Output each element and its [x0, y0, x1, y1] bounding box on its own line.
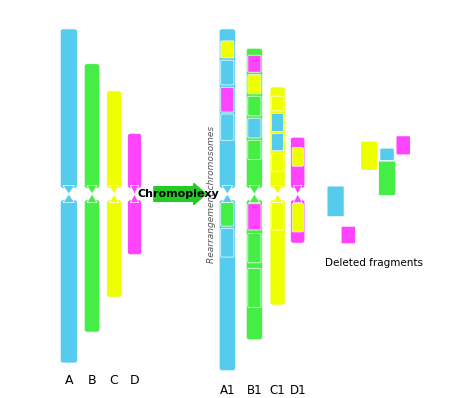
- FancyBboxPatch shape: [292, 203, 303, 232]
- FancyBboxPatch shape: [128, 133, 142, 188]
- FancyBboxPatch shape: [272, 134, 283, 151]
- FancyBboxPatch shape: [221, 228, 234, 257]
- FancyBboxPatch shape: [248, 96, 261, 116]
- FancyBboxPatch shape: [60, 29, 77, 188]
- FancyBboxPatch shape: [272, 203, 283, 230]
- FancyBboxPatch shape: [291, 200, 305, 243]
- FancyBboxPatch shape: [292, 148, 303, 166]
- FancyBboxPatch shape: [84, 64, 100, 188]
- Text: B1: B1: [246, 384, 262, 396]
- FancyBboxPatch shape: [128, 200, 142, 255]
- FancyBboxPatch shape: [380, 148, 394, 161]
- Text: D: D: [130, 374, 139, 387]
- Polygon shape: [109, 194, 118, 203]
- Polygon shape: [87, 194, 97, 203]
- FancyBboxPatch shape: [248, 234, 261, 263]
- FancyBboxPatch shape: [378, 161, 396, 195]
- Polygon shape: [273, 185, 283, 194]
- FancyBboxPatch shape: [221, 41, 234, 58]
- FancyBboxPatch shape: [291, 137, 305, 188]
- FancyBboxPatch shape: [248, 268, 261, 307]
- Text: Chromoplexy: Chromoplexy: [137, 189, 219, 199]
- FancyBboxPatch shape: [327, 186, 344, 217]
- Polygon shape: [130, 185, 139, 194]
- Text: A: A: [64, 374, 73, 387]
- FancyArrow shape: [154, 183, 206, 205]
- FancyBboxPatch shape: [248, 140, 261, 160]
- Polygon shape: [293, 194, 302, 203]
- FancyBboxPatch shape: [221, 114, 234, 140]
- FancyBboxPatch shape: [341, 226, 356, 244]
- Polygon shape: [130, 194, 139, 203]
- Text: D1: D1: [290, 384, 306, 396]
- Polygon shape: [87, 185, 97, 194]
- FancyBboxPatch shape: [272, 96, 283, 111]
- FancyBboxPatch shape: [248, 118, 261, 138]
- FancyBboxPatch shape: [270, 87, 285, 188]
- FancyBboxPatch shape: [270, 200, 285, 305]
- Polygon shape: [222, 194, 233, 203]
- FancyBboxPatch shape: [246, 200, 263, 340]
- FancyBboxPatch shape: [248, 55, 261, 72]
- Text: C: C: [109, 374, 118, 387]
- FancyBboxPatch shape: [248, 74, 261, 94]
- FancyBboxPatch shape: [221, 60, 234, 85]
- Polygon shape: [63, 185, 74, 194]
- FancyBboxPatch shape: [221, 203, 234, 226]
- Text: Rearrangement chromosomes: Rearrangement chromosomes: [207, 125, 216, 263]
- FancyBboxPatch shape: [107, 91, 121, 188]
- Polygon shape: [293, 185, 302, 194]
- FancyBboxPatch shape: [272, 113, 283, 131]
- FancyBboxPatch shape: [60, 200, 77, 363]
- Polygon shape: [222, 185, 233, 194]
- Polygon shape: [273, 194, 283, 203]
- Polygon shape: [249, 185, 260, 194]
- FancyBboxPatch shape: [246, 48, 263, 188]
- Polygon shape: [249, 194, 260, 203]
- FancyBboxPatch shape: [84, 200, 100, 332]
- Text: B: B: [88, 374, 96, 387]
- FancyBboxPatch shape: [272, 154, 283, 171]
- FancyBboxPatch shape: [107, 200, 121, 297]
- FancyBboxPatch shape: [396, 136, 410, 155]
- Text: C1: C1: [270, 384, 285, 396]
- FancyBboxPatch shape: [361, 141, 378, 170]
- FancyBboxPatch shape: [221, 87, 234, 112]
- Text: Deleted fragments: Deleted fragments: [325, 258, 423, 268]
- FancyBboxPatch shape: [219, 29, 236, 188]
- Text: A1: A1: [219, 384, 235, 396]
- Polygon shape: [109, 185, 118, 194]
- Polygon shape: [63, 194, 74, 203]
- FancyBboxPatch shape: [219, 200, 236, 371]
- FancyBboxPatch shape: [248, 204, 261, 230]
